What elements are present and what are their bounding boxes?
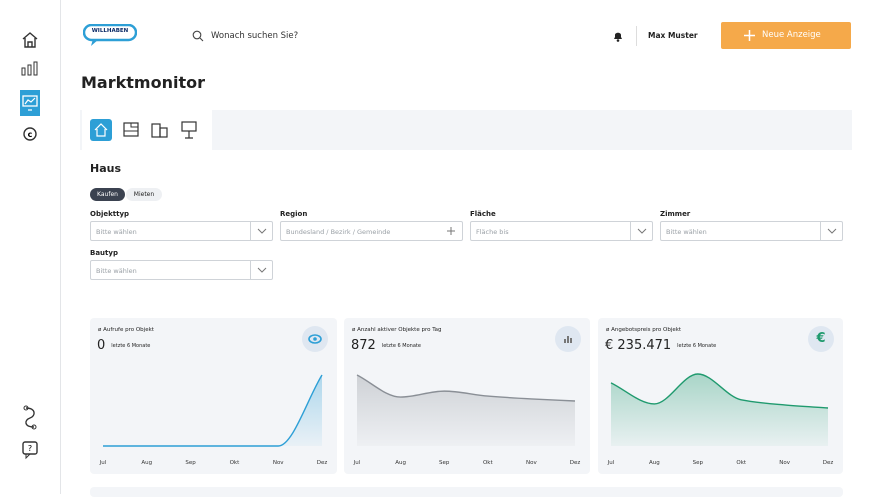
filter-input[interactable]: Bitte wählen <box>90 260 273 280</box>
icon <box>447 227 455 235</box>
kpi-card: ø Aufrufe pro Objekt 0 letzte 6 Monate Jul A… <box>90 318 337 474</box>
sparkline: Jul Aug Sep Okt Nov Dez <box>99 374 328 466</box>
user-name[interactable]: Max Muster <box>648 31 698 40</box>
sparkline: Jul Aug Sep Okt Nov Dez <box>607 373 834 466</box>
filter-icon <box>250 261 267 279</box>
x-tick-label: Jul <box>353 460 361 466</box>
filter-label: Fläche <box>470 210 496 218</box>
filter-label: Bautyp <box>90 249 118 257</box>
icon <box>827 228 837 234</box>
filter-icon <box>820 222 837 240</box>
x-tick-label: Okt <box>230 460 241 466</box>
pupil <box>313 337 317 341</box>
x-tick-label: Okt <box>736 460 747 466</box>
kpi-icon <box>302 326 328 352</box>
line <box>102 374 323 447</box>
x-tick-label: Nov <box>273 460 284 466</box>
eye <box>308 334 322 344</box>
x-tick-label: Dez <box>317 460 328 466</box>
svg-text:c: c <box>28 130 33 139</box>
search-icon <box>192 30 204 42</box>
toggle-active[interactable]: Kaufen <box>90 188 125 201</box>
kpi-card: ø Anzahl aktiver Objekte pro Tag 872 letzt… <box>344 318 590 474</box>
new-ad-button[interactable]: Neue Anzeige <box>721 22 851 49</box>
x-tick-label: Okt <box>483 460 494 466</box>
kpi-icon: € <box>808 326 834 352</box>
kpi-value: 872 letzte 6 Monate <box>351 338 421 353</box>
placeholder: Bundesland / Bezirk / Gemeinde <box>286 228 391 236</box>
sidebar: c ? <box>0 0 61 494</box>
area <box>357 375 575 446</box>
icon <box>257 228 267 234</box>
toggle-option[interactable]: Mieten <box>126 188 162 201</box>
filter-icon <box>250 222 267 240</box>
section-title: Haus <box>90 162 122 175</box>
placeholder: Bitte wählen <box>666 228 707 236</box>
filter-input[interactable]: Bitte wählen <box>660 221 843 241</box>
placeholder: Fläche bis <box>476 228 509 236</box>
kpi-period: letzte 6 Monate <box>677 342 717 349</box>
x-tick-label: Nov <box>526 460 537 466</box>
placeholder: Bitte wählen <box>96 228 137 236</box>
line <box>610 373 829 409</box>
bar-icon <box>570 338 572 343</box>
x-tick-label: Aug <box>141 460 152 466</box>
kpi-title: ø Anzahl aktiver Objekte pro Tag <box>352 327 442 333</box>
button-label: Neue Anzeige <box>762 30 821 40</box>
filter-icon <box>447 227 455 235</box>
kpi-icon <box>555 326 581 352</box>
bar-icon <box>567 336 569 343</box>
x-tick-label: Jul <box>99 460 107 466</box>
kpi-title: ø Angebotspreis pro Objekt <box>606 327 682 333</box>
next-card <box>90 487 843 497</box>
x-tick-label: Aug <box>649 460 660 466</box>
filter-input[interactable]: Bundesland / Bezirk / Gemeinde <box>280 221 463 241</box>
x-tick-label: Jul <box>607 460 615 466</box>
kpi-value: € 235.471 letzte 6 Monate <box>605 338 717 353</box>
icon <box>637 228 647 234</box>
area <box>103 375 322 446</box>
x-tick-label: Sep <box>439 460 450 466</box>
filter-label: Region <box>280 210 308 218</box>
page-title: Marktmonitor <box>81 73 205 92</box>
logo-text: WILLHABEN <box>91 28 129 34</box>
area <box>611 374 828 446</box>
bell-icon[interactable] <box>612 30 624 42</box>
line <box>356 374 576 402</box>
sidebar-icons: c ? <box>20 32 40 460</box>
svg-text:?: ? <box>28 444 32 453</box>
icon <box>308 334 322 344</box>
kpi-title: ø Aufrufe pro Objekt <box>98 327 154 333</box>
filter-icon <box>630 222 647 240</box>
x-tick-label: Dez <box>823 460 834 466</box>
tab-group <box>82 110 212 150</box>
bar-icon <box>564 339 566 343</box>
sparkline: Jul Aug Sep Okt Nov Dez <box>353 374 581 466</box>
x-tick-label: Sep <box>185 460 196 466</box>
icon <box>564 336 572 343</box>
filter-label: Objekttyp <box>90 210 130 218</box>
kpi-period: letzte 6 Monate <box>111 342 151 349</box>
kpi-card: ø Angebotspreis pro Objekt € 235.471 letzt… <box>598 318 843 474</box>
x-tick-label: Sep <box>693 460 704 466</box>
x-tick-label: Aug <box>395 460 406 466</box>
logo[interactable]: WILLHABEN <box>83 24 137 46</box>
placeholder: Bitte wählen <box>96 267 137 275</box>
filter-input[interactable]: Fläche bis <box>470 221 653 241</box>
kpi-period: letzte 6 Monate <box>381 342 421 349</box>
icon <box>257 267 267 273</box>
filter-input[interactable]: Bitte wählen <box>90 221 273 241</box>
x-tick-label: Dez <box>570 460 581 466</box>
x-tick-label: Nov <box>779 460 790 466</box>
search-input[interactable]: Wonach suchen Sie? <box>211 31 299 41</box>
kpi-value: 0 letzte 6 Monate <box>97 338 151 353</box>
filter-label: Zimmer <box>660 210 691 218</box>
divider <box>636 26 637 46</box>
